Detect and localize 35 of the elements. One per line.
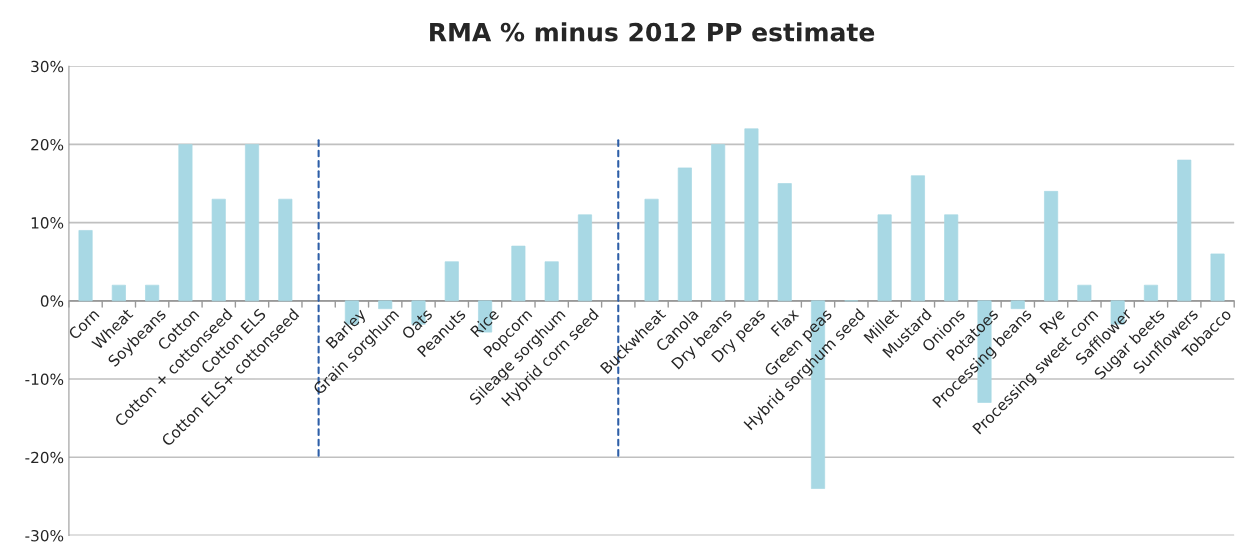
x-tick-label: Rye — [1039, 308, 1068, 337]
bar — [111, 284, 126, 302]
bar — [178, 144, 193, 302]
bar — [910, 175, 925, 302]
bar — [711, 144, 726, 302]
y-tick-label: 20% — [31, 138, 64, 151]
bar — [1210, 253, 1225, 302]
bar — [1010, 300, 1025, 310]
bar — [511, 245, 526, 302]
bar — [211, 198, 226, 302]
bar — [78, 230, 93, 302]
y-tick-label: 0% — [40, 295, 64, 307]
bar — [777, 183, 792, 302]
bar — [1077, 284, 1092, 302]
bar — [444, 261, 459, 302]
bar — [544, 261, 559, 302]
bar — [577, 214, 592, 302]
bar — [944, 214, 959, 302]
bar — [378, 300, 393, 310]
bar — [278, 198, 293, 302]
bar — [744, 128, 759, 302]
bar — [1044, 191, 1059, 302]
y-tick-label: -30% — [25, 529, 64, 542]
bar — [677, 167, 692, 302]
y-tick-label: 10% — [31, 217, 64, 229]
chart-title: RMA % minus 2012 PP estimate — [430, 22, 875, 42]
y-tick-label: -20% — [25, 451, 64, 464]
y-tick-label: 30% — [31, 60, 64, 73]
bar — [644, 198, 659, 302]
bar — [877, 214, 892, 302]
y-tick-label: -10% — [25, 373, 64, 386]
bar — [245, 144, 260, 302]
bar — [145, 284, 160, 302]
bar — [1143, 284, 1158, 302]
bar — [1177, 159, 1192, 302]
